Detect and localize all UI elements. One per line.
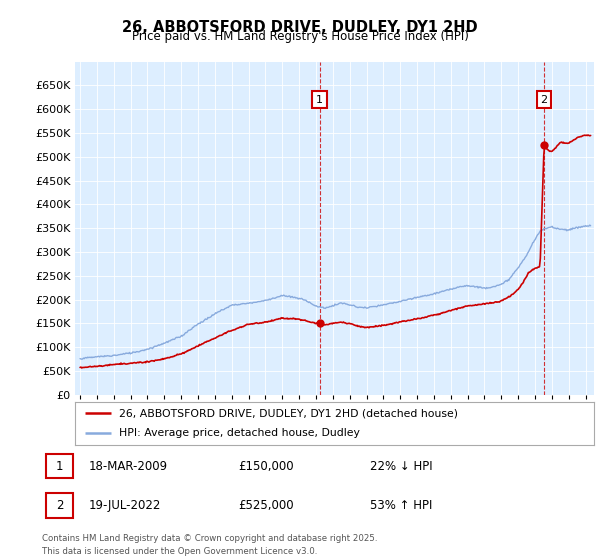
Text: Price paid vs. HM Land Registry's House Price Index (HPI): Price paid vs. HM Land Registry's House … [131, 30, 469, 43]
Text: £525,000: £525,000 [239, 499, 294, 512]
Bar [46, 454, 73, 478]
Bar [46, 493, 73, 517]
Text: 26, ABBOTSFORD DRIVE, DUDLEY, DY1 2HD (detached house): 26, ABBOTSFORD DRIVE, DUDLEY, DY1 2HD (d… [119, 408, 458, 418]
Text: 2: 2 [56, 499, 63, 512]
Text: HPI: Average price, detached house, Dudley: HPI: Average price, detached house, Dudl… [119, 428, 360, 438]
Text: 26, ABBOTSFORD DRIVE, DUDLEY, DY1 2HD: 26, ABBOTSFORD DRIVE, DUDLEY, DY1 2HD [122, 20, 478, 35]
Text: £150,000: £150,000 [239, 460, 294, 473]
Text: 1: 1 [316, 95, 323, 105]
Text: 1: 1 [56, 460, 63, 473]
Text: Contains HM Land Registry data © Crown copyright and database right 2025.
This d: Contains HM Land Registry data © Crown c… [42, 534, 377, 556]
Text: 2: 2 [541, 95, 548, 105]
Text: 53% ↑ HPI: 53% ↑ HPI [370, 499, 432, 512]
Text: 22% ↓ HPI: 22% ↓ HPI [370, 460, 432, 473]
Text: 19-JUL-2022: 19-JUL-2022 [88, 499, 161, 512]
Text: 18-MAR-2009: 18-MAR-2009 [88, 460, 167, 473]
